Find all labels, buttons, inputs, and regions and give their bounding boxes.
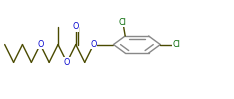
Text: O: O (90, 40, 97, 49)
Text: O: O (73, 22, 79, 31)
Text: O: O (37, 40, 44, 49)
Text: O: O (64, 58, 70, 67)
Text: Cl: Cl (173, 40, 181, 49)
Text: Cl: Cl (119, 18, 127, 27)
